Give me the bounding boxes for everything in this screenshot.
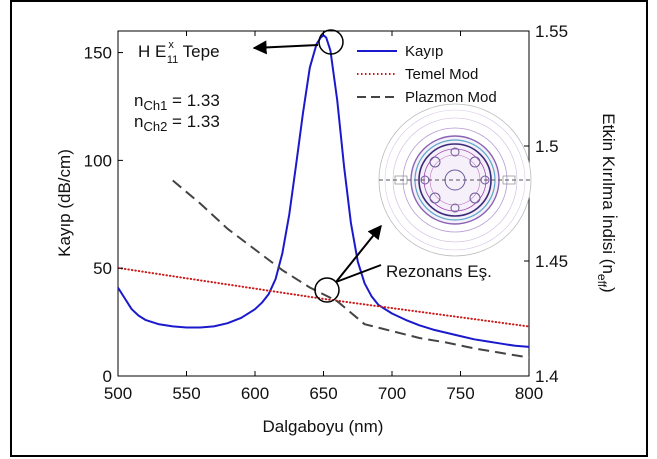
x-tick-label: 800 xyxy=(515,384,543,403)
n-ch2-value: = 1.33 xyxy=(167,112,219,131)
left-y-axis-label: Kayıp (dB/cm) xyxy=(55,149,74,257)
x-axis-label: Dalgaboyu (nm) xyxy=(263,417,384,436)
left-y-tick-label: 50 xyxy=(93,259,112,278)
resonance-label: Rezonans Eş. xyxy=(386,262,492,281)
left-y-tick-label: 0 xyxy=(103,367,112,386)
x-tick-label: 550 xyxy=(172,384,200,403)
mode-field-inset-image xyxy=(378,103,532,257)
peak-marker-circle xyxy=(318,29,344,55)
peak-label-sub: 11 xyxy=(167,54,178,66)
resonance-marker-circle xyxy=(314,277,340,303)
x-tick-label: 700 xyxy=(378,384,406,403)
x-tick-label: 650 xyxy=(309,384,337,403)
n-ch1-main: n xyxy=(134,91,143,110)
right-y-tick-label: 1.5 xyxy=(535,137,559,156)
right-y-tick-label: 1.4 xyxy=(535,367,559,386)
n-ch1-label: nCh1 = 1.33 xyxy=(134,91,220,113)
n-ch1-value: = 1.33 xyxy=(167,91,219,110)
x-tick-label: 600 xyxy=(241,384,269,403)
n-ch2-label: nCh2 = 1.33 xyxy=(134,112,220,134)
right-y-axis-label-main: Etkin Kırılma İndisi (n xyxy=(599,113,618,274)
x-tick-label: 500 xyxy=(104,384,132,403)
x-tick-label: 750 xyxy=(446,384,474,403)
right-y-axis-label-sub: eff xyxy=(595,274,609,288)
peak-label-suffix: Tepe xyxy=(178,42,219,61)
n-ch1-sub: Ch1 xyxy=(143,98,167,113)
right-y-axis-label-close: ) xyxy=(599,287,618,293)
left-y-tick-label: 100 xyxy=(84,151,112,170)
outer-frame xyxy=(10,0,648,457)
resonance-arrow-to-inset xyxy=(335,224,382,283)
legend: Kayıp Temel Mod Plazmon Mod xyxy=(357,43,497,106)
peak-label-sup: x xyxy=(168,39,174,51)
right-y-axis-label: Etkin Kırılma İndisi (neff) xyxy=(595,113,618,292)
legend-label-kayip: Kayıp xyxy=(405,43,443,60)
n-ch2-main: n xyxy=(134,112,143,131)
series-line-temel-mod xyxy=(118,266,529,328)
right-y-tick-label: 1.55 xyxy=(535,22,568,41)
peak-label-main: H E xyxy=(138,42,166,61)
n-ch2-sub: Ch2 xyxy=(143,119,167,134)
peak-arrow xyxy=(252,40,319,55)
legend-label-plazmon-mod: Plazmon Mod xyxy=(405,89,497,106)
resonance-arrow-to-label xyxy=(335,264,382,283)
legend-label-temel-mod: Temel Mod xyxy=(405,66,478,83)
left-y-tick-label: 150 xyxy=(84,44,112,63)
series-line-plazmon-mod xyxy=(172,179,529,359)
right-y-tick-label: 1.45 xyxy=(535,252,568,271)
